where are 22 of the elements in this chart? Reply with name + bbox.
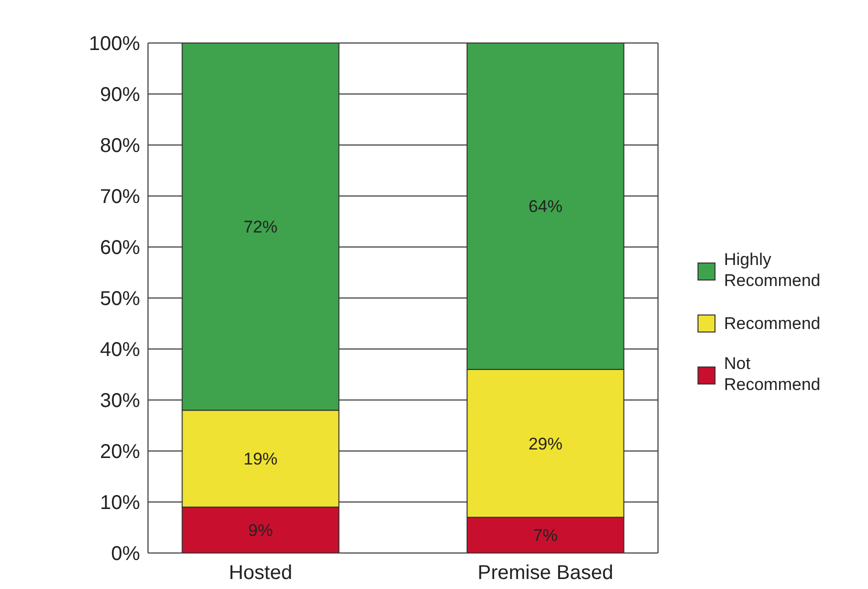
y-tick-label: 60% [100,237,140,259]
legend-label: Not Recommend [724,354,820,394]
y-tick-label: 70% [100,186,140,208]
y-tick-label: 90% [100,84,140,106]
legend-label: Recommend [724,314,820,333]
legend-label: Highly Recommend [724,250,820,290]
data-label: 19% [244,450,278,469]
x-tick-label: Premise Based [478,562,614,584]
y-tick-label: 40% [100,339,140,361]
data-label: 29% [528,434,562,454]
y-tick-label: 10% [100,492,140,514]
y-tick-label: 20% [100,441,140,463]
y-tick-label: 100% [88,33,140,55]
y-tick-label: 0% [111,543,140,565]
x-tick-label: Hosted [228,562,292,584]
y-tick-label: 30% [100,390,140,412]
data-label: 9% [248,521,273,540]
y-tick-label: 50% [100,288,140,310]
data-label: 64% [528,197,562,216]
data-label: 7% [533,526,558,546]
y-tick-label: 80% [100,135,140,157]
data-label: 72% [244,218,278,237]
